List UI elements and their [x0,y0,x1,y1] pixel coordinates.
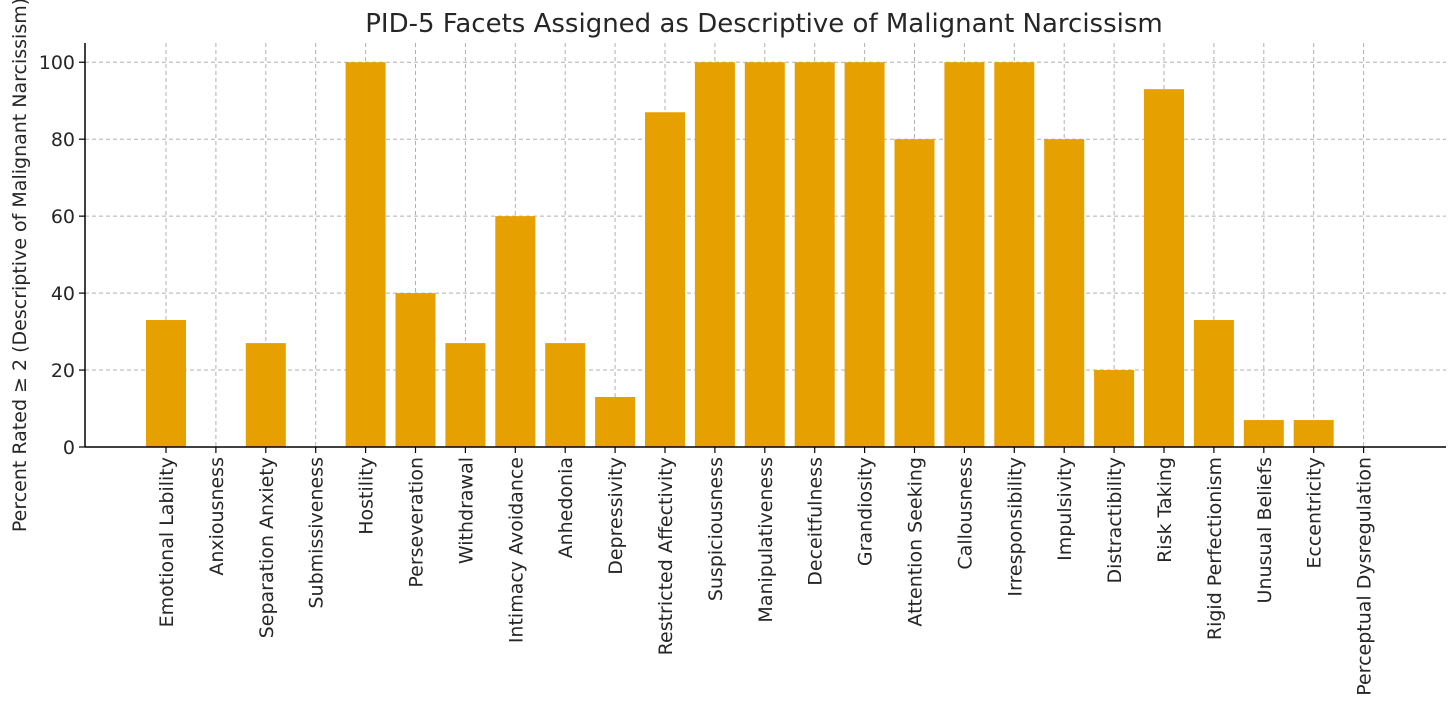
bar [1094,370,1135,447]
x-tick-label: Eccentricity [1304,457,1326,569]
x-tick-label: Impulsivity [1054,457,1076,561]
bar [146,320,186,447]
x-tick-label: Restricted Affectivity [655,457,677,655]
bar [545,343,586,447]
x-tick-label: Emotional Lability [156,457,178,627]
bar [245,343,286,447]
bar [645,112,685,447]
bar [994,62,1035,447]
x-tick-label: Manipulativeness [755,457,777,623]
x-tick-label: Perceptual Dysregulation [1354,457,1376,696]
y-tick-label: 60 [51,206,75,228]
bar [595,396,636,447]
bar [395,293,436,447]
x-tick-label: Hostility [356,457,378,535]
bar [794,62,835,447]
x-tick-label: Callousness [954,457,976,570]
x-tick-label: Depressivity [605,457,627,575]
y-tick-label: 100 [39,52,75,74]
bar [1044,139,1085,447]
x-tick-label: Perseveration [406,457,428,588]
x-tick-label: Irresponsibility [1004,457,1026,597]
bar [894,139,935,447]
x-tick-label: Withdrawal [455,457,477,564]
bar [844,62,885,447]
x-tick-label: Suspiciousness [705,457,727,601]
bar [1293,420,1334,447]
x-tick-label: Deceitfulness [805,457,827,586]
bar [694,62,735,447]
x-tick-label: Rigid Perfectionism [1204,457,1226,640]
y-axis-label: Percent Rated ≥ 2 (Descriptive of Malign… [9,0,31,532]
x-tick-label: Separation Anxiety [256,457,278,638]
x-tick-label: Attention Seeking [905,457,927,627]
axes [84,43,1446,448]
bar [744,62,785,447]
x-ticks: Emotional Lability Anxiousness Separation … [156,447,1376,696]
bars [146,62,1334,448]
x-tick-label: Anhedonia [555,457,577,558]
y-tick-label: 40 [51,283,75,305]
x-tick-label: Submissiveness [306,457,328,609]
bar [1243,420,1284,447]
y-ticks: 0 20 40 60 80 100 [39,52,85,459]
x-tick-label: Anxiousness [206,457,228,576]
bar [445,343,486,447]
x-tick-label: Intimacy Avoidance [505,457,527,643]
x-tick-label: Unusual Beliefs [1254,457,1276,603]
bar [944,62,985,447]
x-tick-label: Risk Taking [1154,457,1176,563]
y-tick-label: 0 [63,437,75,459]
bar [1193,320,1234,447]
y-tick-label: 20 [51,360,75,382]
bar [345,62,386,447]
x-tick-label: Grandiosity [855,457,877,566]
chart-title: PID-5 Facets Assigned as Descriptive of … [365,9,1162,39]
bar [495,216,536,447]
bar [1144,89,1184,448]
y-tick-label: 80 [51,129,75,151]
x-tick-label: Distractibility [1104,457,1126,583]
